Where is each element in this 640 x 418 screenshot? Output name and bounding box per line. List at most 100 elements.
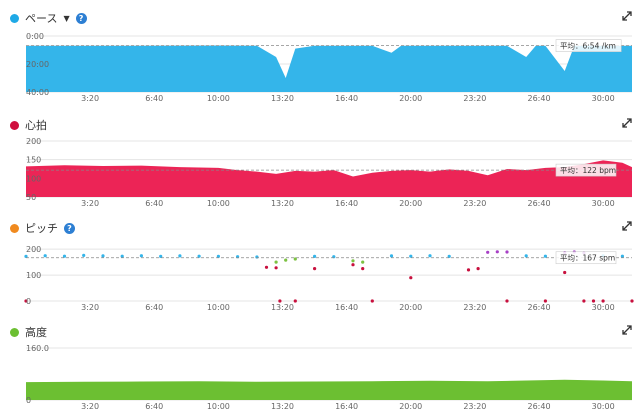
cadence-expand-icon[interactable]: [622, 221, 632, 231]
elevation-x-tick: 13:20: [271, 402, 294, 411]
cadence-x-tick: 6:40: [145, 303, 163, 312]
cadence-y-tick: 200: [26, 245, 41, 254]
cadence-legend-dot: [10, 223, 19, 233]
heart-y-tick: 150: [26, 156, 41, 165]
pace-x-tick: 16:40: [335, 94, 358, 103]
cadence-point: [351, 263, 355, 267]
elevation-y-tick: 160.0: [26, 344, 49, 353]
pace-chart: 0:00 20:00 40:00 平均：6:54 /km 3:20 6:40 10:00 13…: [26, 32, 632, 103]
cadence-point: [409, 254, 413, 258]
cadence-title: ピッチ: [25, 222, 58, 235]
heart-x-tick: 23:20: [463, 199, 486, 208]
heart-y-tick: 50: [26, 193, 36, 202]
cadence-chart: 200 100 0 平均：167 spm 3:20 6:40 10:00 13:20 16:40…: [24, 245, 634, 312]
cadence-point: [101, 254, 105, 258]
pace-x-tick: 10:00: [207, 94, 230, 103]
elevation-legend-dot: [10, 327, 19, 337]
cadence-y-tick: 100: [26, 271, 41, 280]
heart-x-tick: 3:20: [81, 199, 99, 208]
cadence-x-tick: 16:40: [335, 303, 358, 312]
cadence-point: [313, 254, 317, 258]
cadence-x-tick: 26:40: [527, 303, 550, 312]
pace-expand-icon[interactable]: [622, 11, 632, 21]
pace-y-tick: 0:00: [26, 32, 44, 41]
cadence-point: [82, 253, 86, 257]
heart-x-tick: 20:00: [399, 199, 422, 208]
cadence-point: [159, 254, 163, 258]
cadence-point: [428, 254, 432, 258]
cadence-point: [601, 299, 605, 303]
cadence-header: ピッチ ?: [10, 218, 75, 238]
cadence-point: [505, 250, 509, 254]
heart-y-tick: 200: [26, 137, 41, 146]
cadence-point: [293, 257, 297, 261]
cadence-point: [543, 299, 548, 303]
heart-expand-icon[interactable]: [622, 118, 632, 128]
cadence-point: [361, 267, 365, 271]
cadence-point: [284, 258, 288, 262]
cadence-x-tick: 13:20: [271, 303, 294, 312]
cadence-point: [313, 267, 317, 271]
cadence-point: [274, 266, 278, 270]
cadence-point: [630, 299, 634, 303]
elevation-x-tick: 20:00: [399, 402, 422, 411]
pace-x-tick: 30:00: [592, 94, 615, 103]
cadence-x-tick: 23:20: [463, 303, 486, 312]
elevation-chart: 160.0 0 3:20 6:40 10:00 13:20 16:40 20:00 23:20 2…: [26, 344, 632, 411]
cadence-point: [24, 254, 28, 258]
pace-help-icon[interactable]: ?: [75, 12, 87, 24]
heart-x-tick: 30:00: [592, 199, 615, 208]
elevation-x-tick: 16:40: [335, 402, 358, 411]
heart-average-box: [555, 163, 617, 177]
heart-x-tick: 13:20: [271, 199, 294, 208]
cadence-point: [264, 265, 269, 269]
cadence-point: [274, 260, 278, 264]
heart-y-tick: 100: [26, 174, 41, 183]
pace-average-label: 平均：6:54 /km: [560, 41, 616, 51]
cadence-point: [582, 299, 586, 303]
cadence-y-tick: 0: [26, 297, 31, 306]
elevation-area: [26, 379, 632, 400]
heart-legend-dot: [10, 120, 19, 130]
cadence-point: [120, 254, 124, 258]
cadence-point: [495, 250, 499, 254]
cadence-point: [505, 299, 509, 303]
cadence-point: [351, 259, 355, 263]
heart-panel: 心拍 200 150 100 50 平均：122 bpm 3:20 6:40 10:00 13:…: [0, 115, 640, 210]
cadence-x-tick: 3:20: [81, 303, 99, 312]
cadence-point: [139, 254, 143, 258]
cadence-point: [409, 276, 413, 280]
pace-legend-dot: [10, 13, 19, 23]
elevation-x-tick: 26:40: [527, 402, 550, 411]
heart-x-tick: 26:40: [527, 199, 550, 208]
cadence-point: [370, 299, 374, 303]
heart-x-tick: 6:40: [145, 199, 163, 208]
elevation-expand-icon[interactable]: [622, 325, 632, 335]
cadence-point: [62, 254, 67, 258]
cadence-point: [620, 254, 625, 258]
pace-x-tick: 3:20: [81, 94, 99, 103]
cadence-point: [476, 267, 480, 271]
pace-x-tick: 23:20: [463, 94, 486, 103]
elevation-x-tick: 30:00: [592, 402, 615, 411]
cadence-help-icon[interactable]: ?: [64, 222, 75, 234]
cadence-average-label: 平均：167 spm: [560, 253, 615, 263]
heart-x-tick: 10:00: [207, 199, 230, 208]
pace-x-tick: 26:40: [527, 94, 550, 103]
pace-x-tick: 20:00: [399, 94, 422, 103]
pace-x-tick: 6:40: [145, 94, 163, 103]
pace-header: ペース ▼ ?: [10, 8, 87, 28]
cadence-point: [197, 254, 201, 258]
pace-average-box: [555, 39, 622, 52]
heart-area: [26, 160, 632, 197]
heart-title: 心拍: [25, 119, 47, 132]
heart-header: 心拍: [10, 115, 47, 135]
pace-area: [26, 45, 632, 92]
pace-dropdown-icon[interactable]: ▼: [63, 13, 70, 23]
heart-chart: 200 150 100 50 平均：122 bpm 3:20 6:40 10:00 13:20 1…: [26, 137, 632, 208]
cadence-point: [543, 254, 548, 258]
heart-x-tick: 16:40: [335, 199, 358, 208]
cadence-x-tick: 30:00: [592, 303, 615, 312]
cadence-average-box: [555, 251, 617, 265]
cadence-point: [361, 260, 365, 264]
